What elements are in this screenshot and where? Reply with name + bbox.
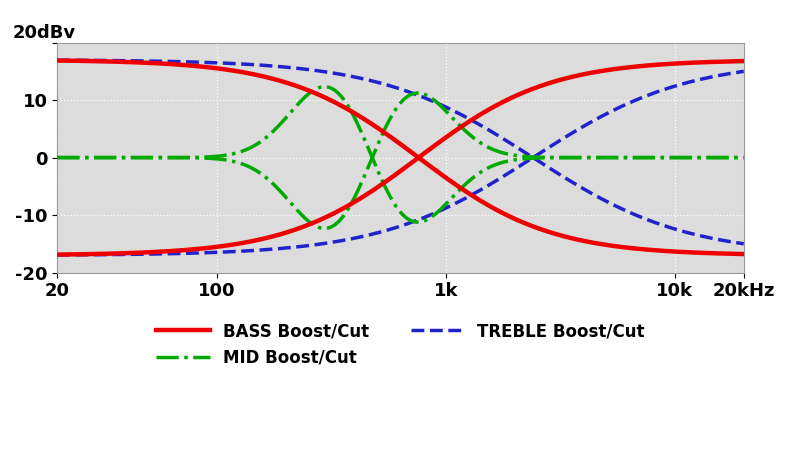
Text: 20dBv: 20dBv <box>13 25 76 42</box>
Legend: BASS Boost/Cut, MID Boost/Cut, TREBLE Boost/Cut: BASS Boost/Cut, MID Boost/Cut, TREBLE Bo… <box>149 315 652 373</box>
